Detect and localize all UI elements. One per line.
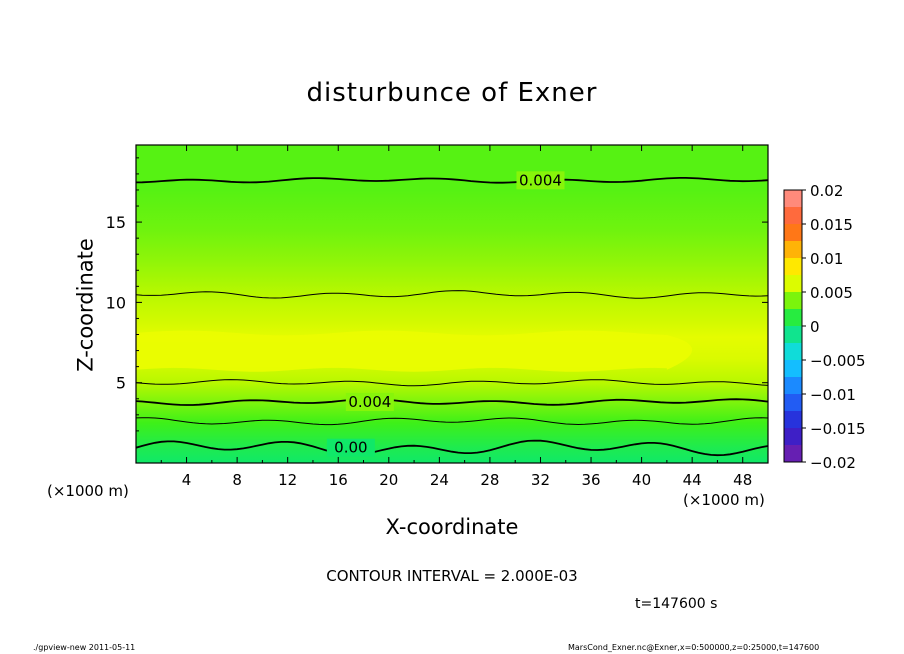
footer-right: MarsCond_Exner.nc@Exner,x=0:500000,z=0:2… bbox=[568, 643, 820, 652]
footer-left: ./gpview-new 2011-05-11 bbox=[33, 643, 136, 652]
colorbar-segment bbox=[784, 343, 802, 361]
contour-interval-label: CONTOUR INTERVAL = 2.000E-03 bbox=[326, 567, 578, 585]
colorbar-segment bbox=[784, 394, 802, 412]
contour-label: 0.004 bbox=[519, 171, 562, 189]
y-tick-label: 15 bbox=[106, 213, 126, 232]
colorbar-tick-label: −0.005 bbox=[810, 352, 866, 370]
colorbar-segment bbox=[784, 292, 802, 310]
contour-line bbox=[136, 398, 768, 406]
x-unit-label: (×1000 m) bbox=[683, 491, 765, 509]
max-core-band bbox=[136, 330, 693, 372]
contour-label-bg bbox=[345, 392, 394, 411]
colorbar-segment bbox=[784, 275, 802, 293]
x-tick-label: 8 bbox=[232, 471, 242, 489]
contour-line bbox=[136, 290, 768, 299]
colorbar-tick-label: 0.02 bbox=[810, 182, 843, 200]
colorbar-tick-label: 0.01 bbox=[810, 250, 843, 268]
x-axis-title: X-coordinate bbox=[385, 515, 519, 539]
x-tick-label: 16 bbox=[329, 471, 348, 489]
y-axis-title: Z-coordinate bbox=[73, 238, 98, 372]
colorbar-segment bbox=[784, 241, 802, 259]
colorbar-segment bbox=[784, 360, 802, 378]
contour-line bbox=[136, 417, 768, 426]
colorbar-tick-label: −0.015 bbox=[810, 420, 866, 438]
contour-label-bg bbox=[516, 171, 565, 190]
y-tick-label: 5 bbox=[116, 374, 126, 393]
contour-label: 0.00 bbox=[334, 439, 367, 457]
colorbar-tick-label: 0 bbox=[810, 318, 820, 336]
colorbar-segment bbox=[784, 428, 802, 446]
x-tick-label: 32 bbox=[531, 471, 550, 489]
contour-line bbox=[136, 439, 768, 457]
x-tick-label: 40 bbox=[632, 471, 651, 489]
colorbar-tick-label: −0.02 bbox=[810, 454, 856, 472]
contour-label-bg bbox=[326, 438, 375, 457]
contour-line bbox=[136, 379, 768, 387]
colorbar-segment bbox=[784, 309, 802, 327]
plot-field bbox=[136, 145, 768, 463]
plot-frame bbox=[135, 144, 769, 464]
colorbar-segment bbox=[784, 445, 802, 463]
contour-line bbox=[136, 177, 768, 184]
x-tick-label: 48 bbox=[733, 471, 752, 489]
colorbar-segment bbox=[784, 411, 802, 429]
colorbar-segment bbox=[784, 377, 802, 395]
time-label: t=147600 s bbox=[635, 596, 718, 612]
y-tick-label: 10 bbox=[106, 293, 126, 312]
colorbar-tick-label: 0.005 bbox=[810, 284, 853, 302]
y-unit-label: (×1000 m) bbox=[47, 482, 129, 500]
x-tick-label: 24 bbox=[430, 471, 449, 489]
colorbar-tick-label: 0.015 bbox=[810, 216, 853, 234]
x-tick-label: 28 bbox=[480, 471, 499, 489]
x-tick-label: 12 bbox=[278, 471, 297, 489]
contour-label: 0.004 bbox=[348, 393, 391, 411]
colorbar-segment bbox=[784, 207, 802, 225]
colorbar-segment bbox=[784, 224, 802, 242]
colorbar-segment bbox=[784, 326, 802, 344]
chart-title: disturbunce of Exner bbox=[306, 78, 598, 108]
colorbar-segment bbox=[784, 258, 802, 276]
x-tick-label: 4 bbox=[182, 471, 192, 489]
x-tick-label: 20 bbox=[379, 471, 398, 489]
colorbar-tick-label: −0.01 bbox=[810, 386, 856, 404]
x-tick-label: 36 bbox=[581, 471, 600, 489]
colorbar-segment bbox=[784, 190, 802, 208]
x-tick-label: 44 bbox=[683, 471, 702, 489]
